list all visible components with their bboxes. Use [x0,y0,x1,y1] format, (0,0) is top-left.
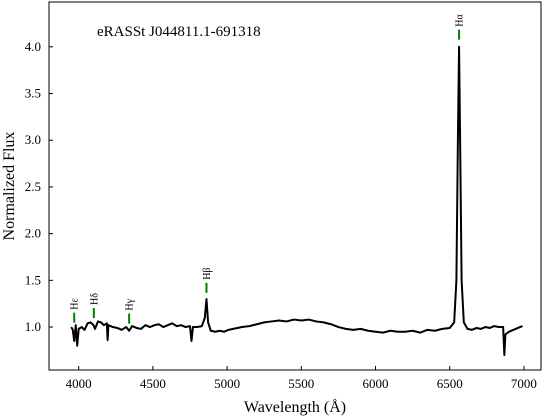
y-tick-label: 3.5 [25,86,41,101]
line-label: Hδ [89,293,100,305]
x-tick-label: 6000 [363,376,389,391]
x-tick-label: 4000 [66,376,92,391]
x-axis-label: Wavelength (Å) [244,398,346,416]
y-tick-label: 4.0 [25,39,41,54]
y-axis-label: Normalized Flux [1,132,18,241]
chart-title: eRASSt J044811.1-691318 [97,24,261,40]
y-tick-label: 3.0 [25,132,41,147]
x-tick-label: 5500 [288,376,314,391]
plot-frame [48,1,542,371]
line-label: Hε [70,298,81,309]
y-tick-label: 1.5 [25,272,41,287]
y-tick-label: 2.0 [25,226,41,241]
y-tick-label: 1.0 [25,319,41,334]
line-label: Hα [455,13,466,26]
spectrum-line [70,45,523,357]
x-tick-label: 5000 [214,376,240,391]
x-tick-label: 6500 [437,376,463,391]
x-tick-label: 4500 [140,376,166,391]
line-label: Hβ [202,267,213,279]
y-tick-label: 2.5 [25,179,41,194]
line-label: Hγ [125,298,136,310]
x-tick-label: 7000 [511,376,537,391]
